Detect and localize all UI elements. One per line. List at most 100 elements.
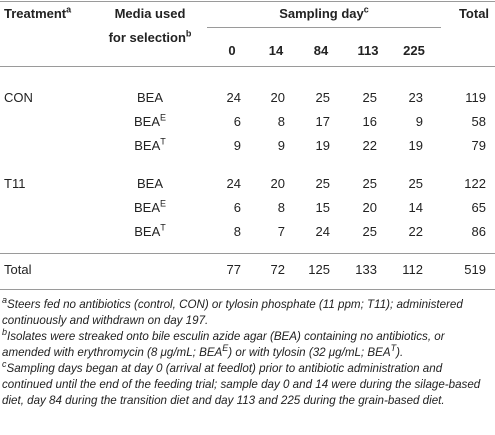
text: 122: [464, 176, 486, 191]
text: 86: [471, 224, 486, 239]
text: BEA: [133, 114, 160, 129]
text: 24: [315, 224, 330, 239]
count: 6: [234, 114, 241, 130]
text: 8: [233, 224, 241, 239]
column-total: 72: [271, 262, 285, 278]
row-total: 65: [472, 200, 486, 216]
text: 25: [362, 176, 377, 191]
count: 9: [234, 138, 241, 154]
text: BEA: [136, 176, 164, 191]
count: 16: [363, 114, 377, 130]
text: 20: [270, 90, 285, 105]
text: Steers fed no antibiotics (control, CON)…: [2, 298, 463, 327]
count: 7: [278, 224, 285, 240]
text: Media used: [114, 6, 186, 21]
count: 8: [234, 224, 241, 240]
count: 14: [409, 200, 423, 216]
text: Sampling days began at day 0 (arrival at…: [2, 362, 481, 407]
text: 25: [408, 176, 423, 191]
total-label: Total: [4, 262, 31, 278]
text: 24: [226, 176, 241, 191]
count: 24: [227, 176, 241, 192]
row-total: 119: [465, 90, 486, 106]
text: CON: [4, 90, 33, 105]
header-day: 84: [314, 43, 328, 59]
treatment-label: T11: [4, 176, 25, 192]
text: 79: [471, 138, 486, 153]
text: BEA: [134, 224, 161, 239]
text: 19: [408, 138, 423, 153]
text: 6: [233, 200, 241, 215]
count: 6: [234, 200, 241, 216]
text: ).: [396, 346, 404, 359]
footnote-mark: a: [2, 295, 8, 306]
row-total: 58: [472, 114, 486, 130]
column-total: 133: [355, 262, 377, 278]
count: 8: [278, 200, 285, 216]
footnote: cSampling days began at day 0 (arrival a…: [2, 359, 492, 409]
text: 14: [268, 43, 284, 58]
count: 20: [271, 90, 285, 106]
header-day: 0: [228, 43, 235, 59]
superscript: E: [222, 343, 229, 354]
text: 519: [464, 262, 486, 277]
header-day: 225: [403, 43, 425, 59]
superscript: b: [185, 28, 192, 39]
count: 9: [278, 138, 285, 154]
rule: [0, 66, 495, 67]
count: 24: [316, 224, 330, 240]
rule: [0, 253, 495, 254]
text: 23: [408, 90, 423, 105]
count: 17: [316, 114, 330, 130]
footnotes: aSteers fed no antibiotics (control, CON…: [2, 295, 492, 409]
count: 19: [316, 138, 330, 154]
count: 19: [409, 138, 423, 154]
text: BEA: [134, 138, 161, 153]
text: T11: [4, 176, 26, 191]
header-sampling-day: Sampling dayc: [279, 5, 369, 22]
text: 15: [315, 200, 330, 215]
media-label: BEA: [137, 176, 163, 192]
count: 25: [363, 90, 377, 106]
text: 125: [308, 262, 330, 277]
header-day: 113: [358, 43, 379, 59]
count: 24: [227, 90, 241, 106]
text: 72: [270, 262, 285, 277]
footnote-mark: b: [2, 327, 8, 338]
footnote-mark: c: [2, 359, 7, 370]
rule: [207, 27, 441, 28]
row-total: 86: [472, 224, 486, 240]
text: 14: [408, 200, 423, 215]
count: 20: [271, 176, 285, 192]
row-total: 122: [464, 176, 486, 192]
header-media: Media used: [115, 6, 186, 22]
count: 25: [363, 224, 377, 240]
text: ) or with tylosin (32 μg/mL; BEA: [228, 346, 391, 359]
text: Treatment: [4, 6, 67, 21]
treatment-label: CON: [4, 90, 33, 106]
text: 20: [362, 200, 377, 215]
media-label: BEAE: [134, 199, 166, 216]
row-total: 79: [472, 138, 486, 154]
text: 16: [362, 114, 377, 129]
superscript: a: [66, 4, 72, 15]
footnote: bIsolates were streaked onto bile esculi…: [2, 327, 492, 361]
text: Total: [4, 262, 32, 277]
count: 25: [409, 176, 423, 192]
text: 20: [270, 176, 285, 191]
text: 25: [315, 90, 330, 105]
text: 84: [313, 43, 329, 58]
text: 9: [277, 138, 285, 153]
count: 22: [363, 138, 377, 154]
superscript: T: [390, 343, 397, 354]
count: 22: [409, 224, 423, 240]
superscript: T: [160, 222, 166, 233]
text: 8: [277, 114, 285, 129]
rule: [0, 289, 495, 290]
text: Total: [458, 6, 490, 21]
media-label: BEA: [137, 90, 163, 106]
count: 20: [363, 200, 377, 216]
text: 7: [277, 224, 285, 239]
text: 22: [408, 224, 423, 239]
